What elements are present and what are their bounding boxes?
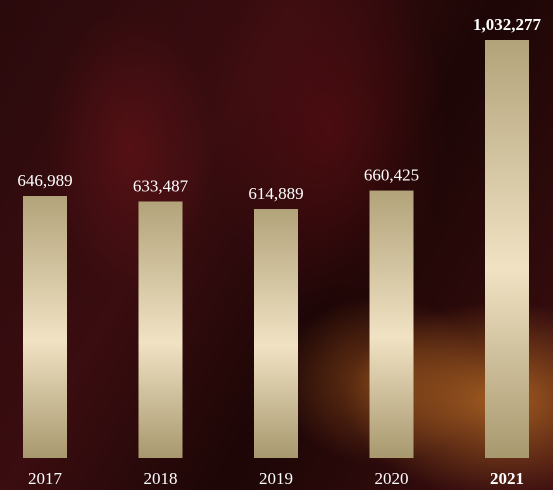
x-tick-label: 2018 [144,469,178,488]
x-tick-label: 2019 [259,469,293,488]
x-tick-label: 2017 [28,469,63,488]
value-label: 646,989 [17,171,72,190]
value-label: 1,032,277 [473,15,542,34]
x-tick-label: 2020 [375,469,409,488]
x-tick-label: 2021 [490,469,524,488]
bar [485,40,529,458]
bar [138,201,183,459]
bar [369,190,414,459]
value-label: 614,889 [248,184,303,203]
value-label: 633,487 [133,176,189,195]
value-label: 660,425 [364,166,419,185]
bar [254,209,298,458]
bar [23,196,67,458]
